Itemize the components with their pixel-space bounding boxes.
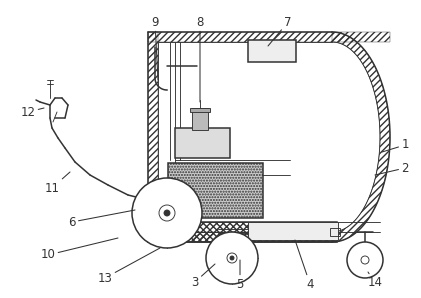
Text: 13: 13 [98, 248, 160, 285]
Text: 8: 8 [196, 15, 204, 102]
Circle shape [206, 232, 258, 284]
Circle shape [164, 210, 170, 216]
Bar [148, 232, 332, 242]
Text: 10: 10 [40, 238, 118, 262]
Circle shape [230, 256, 234, 260]
Bar [148, 32, 158, 242]
Bar [330, 228, 340, 236]
Bar [248, 40, 296, 62]
Bar [190, 108, 210, 112]
Circle shape [347, 242, 383, 278]
Text: 2: 2 [375, 162, 409, 175]
Text: 12: 12 [21, 105, 44, 119]
Bar [248, 222, 338, 240]
Text: 4: 4 [295, 240, 314, 291]
Text: 5: 5 [236, 260, 244, 291]
Bar [192, 108, 208, 130]
Bar [148, 32, 390, 42]
Circle shape [227, 253, 237, 263]
Text: 9: 9 [151, 15, 159, 80]
Circle shape [361, 256, 369, 264]
Text: 6: 6 [68, 210, 135, 229]
Circle shape [132, 178, 202, 248]
Bar [148, 222, 337, 242]
Bar [175, 128, 230, 158]
Bar [168, 163, 263, 218]
Text: 11: 11 [45, 172, 70, 195]
Text: 7: 7 [268, 15, 292, 46]
Text: 3: 3 [191, 264, 215, 288]
Circle shape [159, 205, 175, 221]
Text: 14: 14 [368, 272, 383, 289]
Text: 1: 1 [382, 139, 409, 152]
